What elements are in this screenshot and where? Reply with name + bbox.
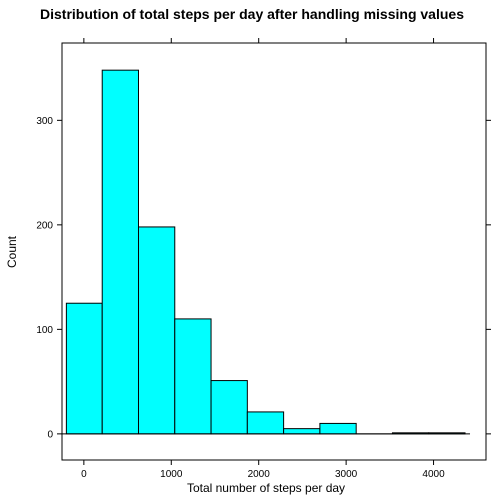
y-tick-label-300: 300 [36, 116, 53, 127]
histogram-bar-6 [283, 428, 321, 435]
histogram-bar-0 [65, 302, 103, 435]
histogram-bar-4 [210, 380, 248, 435]
histogram-bar-3 [174, 318, 212, 435]
chart-title: Distribution of total steps per day afte… [40, 6, 464, 22]
y-tick-label-0: 0 [47, 429, 53, 440]
x-tick-label-0: 0 [81, 469, 87, 480]
y-axis-label: Count [5, 235, 19, 268]
histogram-bar-2 [137, 226, 176, 435]
histogram-bar-1 [101, 69, 139, 435]
x-tick-label-2000: 2000 [248, 469, 271, 480]
y-tick-label-200: 200 [36, 220, 53, 231]
ticks-group: 0 1000 2000 3000 4000 0 100 200 300 [36, 38, 491, 480]
x-tick-label-1000: 1000 [160, 469, 183, 480]
x-tick-label-4000: 4000 [422, 469, 445, 480]
bars-group [61, 69, 471, 435]
histogram-bar-7 [319, 422, 357, 435]
plot-frame [61, 42, 487, 461]
x-axis-label: Total number of steps per day [187, 481, 345, 495]
x-tick-label-3000: 3000 [335, 469, 358, 480]
histogram-bar-5 [246, 411, 285, 435]
y-tick-label-100: 100 [36, 325, 53, 336]
